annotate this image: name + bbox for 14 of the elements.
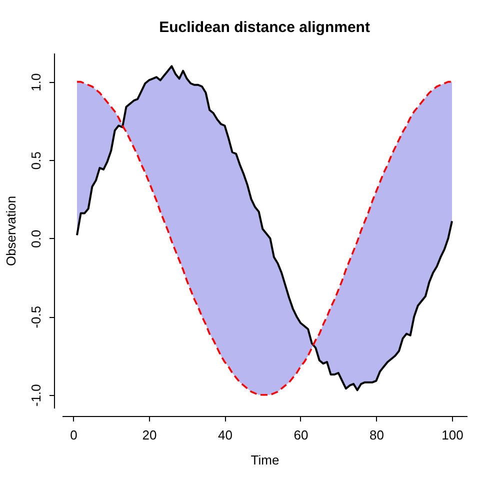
x-tick-label: 0: [70, 428, 78, 442]
y-tick-label: 1.0: [28, 73, 44, 92]
x-tick-label: 40: [218, 428, 232, 442]
y-tick-label: -0.5: [28, 306, 44, 328]
x-tick-label: 60: [294, 428, 308, 442]
x-tick-label: 20: [142, 428, 157, 442]
x-tick-label: 80: [370, 428, 384, 442]
y-axis-title: Observation: [4, 196, 18, 266]
x-tick-label: 100: [442, 428, 464, 442]
y-tick-label: -1.0: [28, 384, 44, 407]
x-axis-title: Time: [250, 452, 280, 468]
chart-title: Euclidean distance alignment: [159, 19, 370, 36]
y-tick-label: 0.5: [28, 152, 44, 170]
y-tick-label: 0.0: [28, 230, 44, 248]
